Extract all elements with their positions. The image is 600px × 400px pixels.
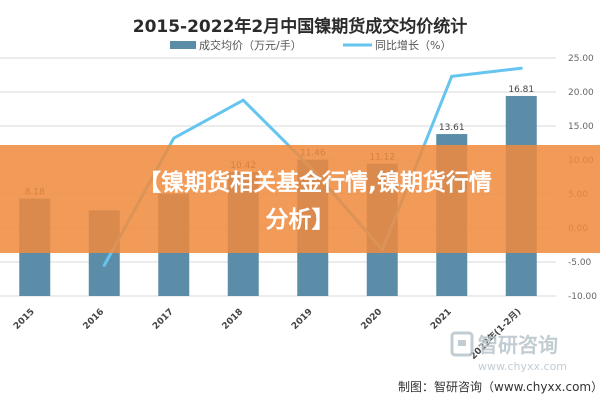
bar-value-label: 13.61 (439, 123, 465, 133)
line-point (172, 136, 176, 140)
line-point (241, 98, 245, 102)
watermark-logo: 智研咨询 www.chyxx.com (450, 331, 567, 373)
x-tick-label: 2019 (290, 307, 315, 332)
x-tick-label: 2017 (151, 307, 176, 332)
watermark-icon-inner (458, 340, 466, 346)
right-tick-label: -5.00 (568, 258, 592, 268)
legend-bar-swatch (170, 41, 196, 49)
x-tick-label: 2021 (429, 307, 454, 332)
watermark-name: 智研咨询 (478, 333, 558, 357)
chart-title: 2015-2022年2月中国镍期货成交均价统计 (133, 16, 468, 37)
right-tick-label: 15.00 (568, 122, 594, 132)
legend-bar-label: 成交均价（万元/手） (199, 38, 302, 52)
right-tick-label: 20.00 (568, 88, 594, 98)
legend-line-label: 同比增长（%） (375, 38, 451, 52)
bar-value-label: 16.81 (508, 85, 534, 95)
right-tick-label: -10.00 (568, 292, 597, 302)
watermark-icon (450, 331, 474, 357)
chart-credit: 制图：智研咨询（www.chyxx.com） (398, 379, 600, 394)
x-tick-label: 2020 (360, 307, 385, 332)
watermark-url: www.chyxx.com (478, 360, 567, 373)
legend: 成交均价（万元/手） 同比增长（%） (170, 38, 451, 52)
line-point (519, 66, 523, 70)
right-tick-label: 25.00 (568, 54, 594, 64)
banner-line-1: 【镍期货相关基金行情,镍期货行情 (138, 169, 492, 196)
banner-background (0, 145, 600, 253)
line-point (102, 263, 106, 267)
banner-line-2: 分析】 (266, 207, 335, 233)
x-tick-label: 2018 (221, 307, 246, 332)
x-axis-ticks: 2015 2016 2017 2018 2019 2020 2021 2022年(1-2月) (12, 306, 523, 362)
x-tick-label: 2015 (12, 307, 37, 332)
x-tick-label: 2016 (82, 307, 107, 332)
line-point (450, 74, 454, 78)
